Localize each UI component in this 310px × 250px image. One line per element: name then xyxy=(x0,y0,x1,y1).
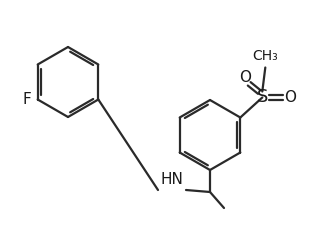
Text: O: O xyxy=(239,70,251,85)
Text: HN: HN xyxy=(161,172,184,187)
Text: O: O xyxy=(284,90,296,105)
Text: S: S xyxy=(257,88,268,106)
Text: F: F xyxy=(23,92,32,107)
Text: CH₃: CH₃ xyxy=(252,50,278,64)
